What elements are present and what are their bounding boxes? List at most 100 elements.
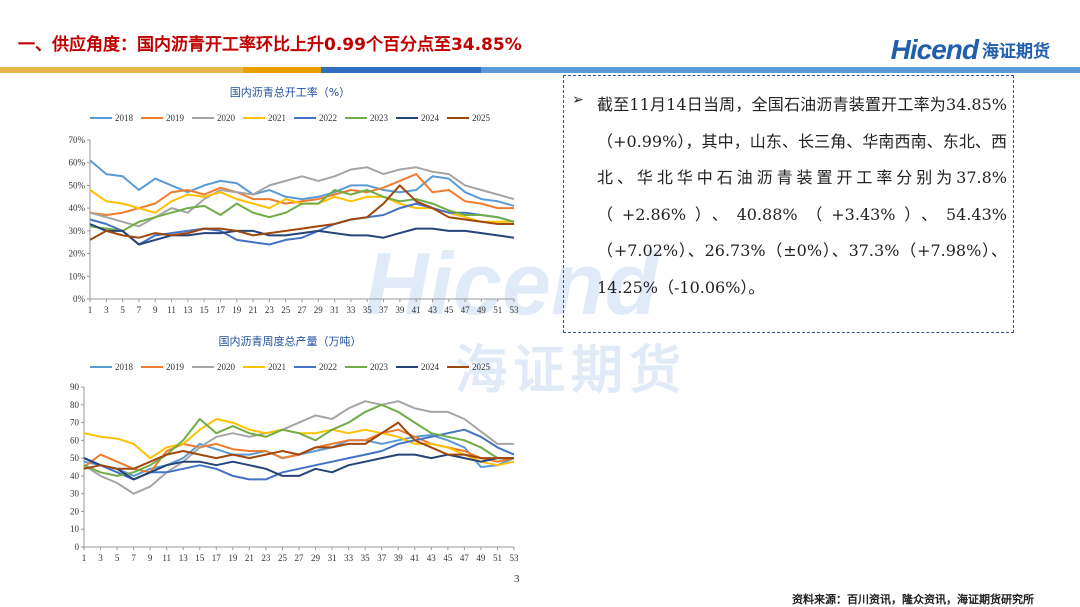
chart2-y-tick-label: 80	[70, 400, 80, 410]
chart1-x-tick-label: 3	[104, 305, 109, 315]
chart1-series-2018	[89, 159, 515, 207]
chart2-legend: 2018 2019 2020 2021 2022 2023 2024 2025	[90, 362, 498, 372]
chart1-legend-swatch	[396, 117, 418, 119]
chart2-legend-label: 2025	[472, 362, 490, 372]
chart2-legend-label: 2019	[166, 362, 184, 372]
chart1-x-tick-label: 37	[379, 305, 389, 315]
chart1-legend-label: 2022	[319, 113, 337, 123]
chart2-legend-swatch	[447, 366, 469, 368]
chart2-series-2020	[83, 400, 514, 495]
chart2-legend-item: 2020	[192, 362, 235, 372]
chart1-legend-label: 2025	[472, 113, 490, 123]
chart1-x-tick-label: 13	[183, 305, 193, 315]
chart1-series-2019	[89, 173, 514, 216]
chart1-x-tick-label: 9	[153, 305, 158, 315]
chart1-legend-item: 2021	[243, 113, 286, 123]
chart2-y-tick-label: 90	[70, 382, 80, 392]
chart1-series-2024	[89, 223, 515, 246]
chart2-x-tick-label: 53	[510, 553, 520, 563]
chart1-x-tick-label: 1	[88, 305, 93, 315]
chart1-legend-swatch	[345, 117, 367, 119]
chart1-legend-label: 2020	[217, 113, 235, 123]
chart1-legend-item: 2018	[90, 113, 133, 123]
chart1-series-2025	[89, 184, 514, 241]
chart2-x-tick-label: 47	[460, 553, 470, 563]
chart1-y-tick-label: 70%	[69, 135, 86, 145]
header-bar-gold	[0, 67, 243, 73]
chart1-x-tick-label: 25	[281, 305, 291, 315]
chart1-x-tick-label: 49	[477, 305, 487, 315]
chart1-x-tick-label: 17	[216, 305, 226, 315]
logo-text-cn: 海证期货	[982, 42, 1050, 62]
chart2-legend-swatch	[141, 366, 163, 368]
chart2-x-tick-label: 7	[131, 553, 136, 563]
chart1-x-tick-label: 39	[395, 305, 405, 315]
chart1-x-tick-label: 51	[493, 305, 502, 315]
chart2-legend-item: 2022	[294, 362, 337, 372]
chart1-legend-swatch	[243, 117, 265, 119]
chart2-y-tick-label: 30	[70, 489, 80, 499]
chart1-y-tick-label: 40%	[69, 203, 86, 213]
chart2-legend-label: 2022	[319, 362, 337, 372]
chart1-legend-label: 2018	[115, 113, 133, 123]
chart1-legend-swatch	[294, 117, 316, 119]
chart2-x-tick-label: 37	[377, 553, 387, 563]
chart1-y-tick-label: 50%	[69, 180, 86, 190]
chart1-legend-item: 2023	[345, 113, 388, 123]
chart2-x-tick-label: 33	[344, 553, 354, 563]
chart1-y-tick-label: 60%	[69, 158, 86, 168]
chart1-legend-item: 2020	[192, 113, 235, 123]
chart1-x-tick-label: 35	[363, 305, 373, 315]
source-note: 资料来源：百川资讯，隆众资讯，海证期货研究所	[792, 593, 1034, 606]
chart1-x-tick-label: 21	[249, 305, 258, 315]
chart1-legend-item: 2024	[396, 113, 439, 123]
chart2-x-tick-label: 35	[361, 553, 371, 563]
chart1-x-tick-label: 15	[200, 305, 210, 315]
chart2-legend-swatch	[396, 366, 418, 368]
chart1-x-tick-label: 7	[137, 305, 142, 315]
chart1-y-tick-label: 20%	[69, 249, 86, 259]
chart2-x-tick-label: 39	[394, 553, 404, 563]
chart2-legend-swatch	[90, 366, 112, 368]
chart2-x-tick-label: 19	[228, 553, 238, 563]
chart2-series-2025	[83, 421, 514, 470]
logo-text-en: Hicend	[890, 34, 979, 65]
chart1-x-tick-label: 33	[346, 305, 356, 315]
header-bar-blue	[321, 67, 481, 73]
header-bar-lightblue	[481, 67, 1080, 73]
chart1-legend-swatch	[141, 117, 163, 119]
hicend-logo: Hicend 海证期货	[891, 26, 1050, 66]
chart1-x-tick-label: 5	[120, 305, 125, 315]
chart2-x-tick-label: 11	[162, 553, 171, 563]
chart1-x-tick-label: 45	[444, 305, 454, 315]
chart2-legend-label: 2023	[370, 362, 388, 372]
chart2-legend-swatch	[294, 366, 316, 368]
chart2-x-tick-label: 45	[443, 553, 453, 563]
chart2-x-tick-label: 51	[493, 553, 502, 563]
chart2-legend-item: 2018	[90, 362, 133, 372]
chart1-legend-swatch	[447, 117, 469, 119]
chart1-series-2020	[89, 166, 515, 228]
chart2-legend-label: 2020	[217, 362, 235, 372]
chart2-x-tick-label: 3	[98, 553, 103, 563]
chart2-x-tick-label: 13	[179, 553, 189, 563]
chart1-x-tick-label: 47	[461, 305, 471, 315]
chart2-x-tick-label: 9	[148, 553, 153, 563]
chart2-series-2023	[83, 403, 514, 477]
chart2-title: 国内沥青周度总产量（万吨）	[218, 335, 362, 348]
chart1-series-2023	[89, 189, 515, 232]
chart2-x-tick-label: 23	[261, 553, 271, 563]
bullet-arrow-icon: ➢	[572, 92, 584, 108]
chart2-legend-swatch	[243, 366, 265, 368]
chart1-y-tick-label: 0%	[73, 294, 86, 304]
chart2-x-tick-label: 1	[82, 553, 87, 563]
chart2-legend-item: 2021	[243, 362, 286, 372]
chart1-legend-label: 2024	[421, 113, 439, 123]
chart1-x-tick-label: 31	[330, 305, 339, 315]
header-bar-orange	[243, 67, 321, 73]
chart2-x-tick-label: 21	[245, 553, 254, 563]
chart1-y-tick-label: 10%	[69, 271, 86, 281]
chart1-y-tick-label: 30%	[69, 226, 86, 236]
chart1-x-tick-label: 41	[412, 305, 421, 315]
chart2-legend-item: 2019	[141, 362, 184, 372]
